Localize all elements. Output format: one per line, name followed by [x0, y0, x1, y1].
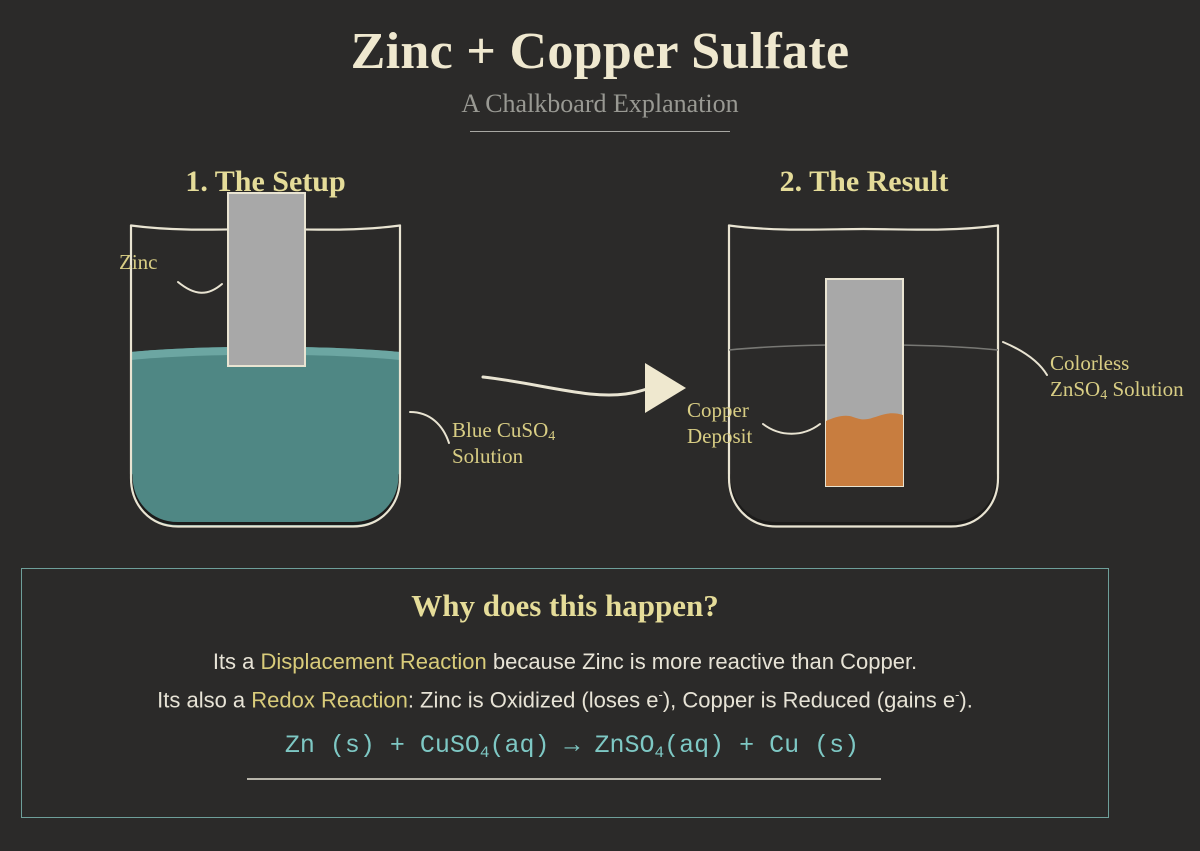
svg-text:Zn (s) + CuSO4(aq) → ZnSO4(a: Zn (s) + CuSO4(aq) → ZnSO4(aq) + Cu (s) [285, 731, 859, 762]
